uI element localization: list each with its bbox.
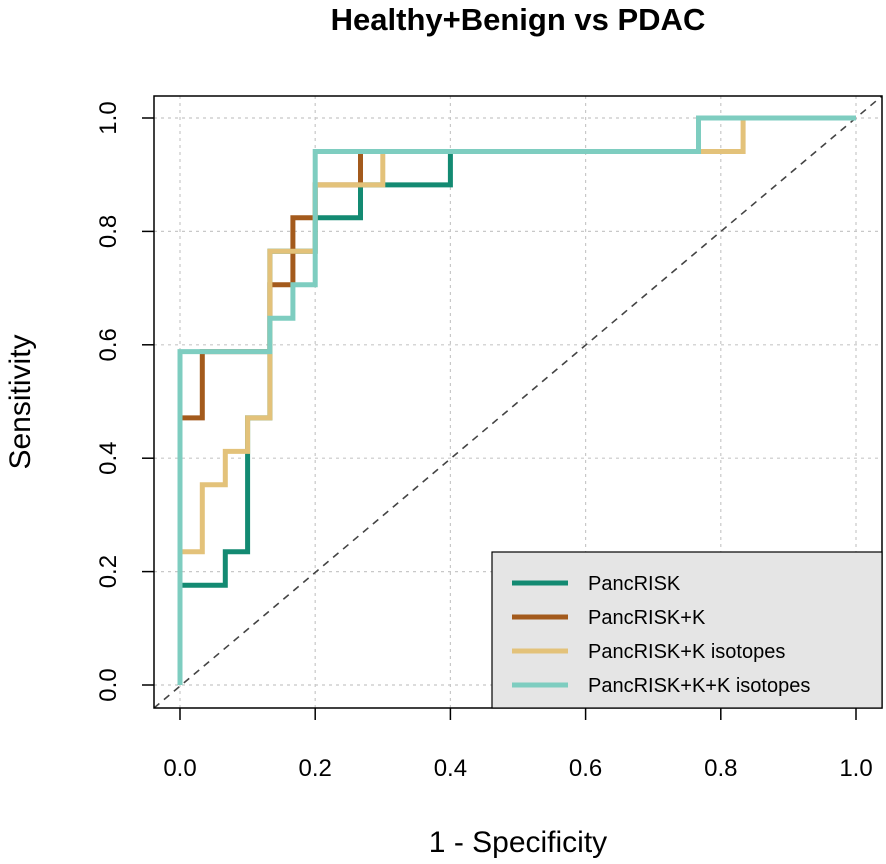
y-tick-label: 0.8 bbox=[95, 215, 122, 248]
legend-label: PancRISK bbox=[588, 573, 681, 595]
series-line-3 bbox=[177, 115, 856, 685]
legend-label: PancRISK+K bbox=[588, 607, 706, 629]
x-axis-label: 1 - Specificity bbox=[429, 826, 607, 859]
x-tick-label: 0.8 bbox=[704, 755, 737, 782]
y-tick-label: 0.6 bbox=[95, 328, 122, 361]
x-tick-label: 1.0 bbox=[839, 755, 872, 782]
legend: PancRISK PancRISK+K PancRISK+K isotopes Pan… bbox=[491, 551, 883, 709]
series-lines bbox=[177, 115, 856, 685]
x-tick-label: 0.4 bbox=[434, 755, 467, 782]
axes: 0.0 0.2 0.4 0.6 0.8 1.0 0.0 0.2 0.4 0.6 0.8 1.0 bbox=[95, 101, 873, 782]
y-tick-label: 0.4 bbox=[95, 442, 122, 475]
x-tick-label: 0.6 bbox=[569, 755, 602, 782]
legend-label: PancRISK+K+K isotopes bbox=[588, 675, 810, 697]
legend-label: PancRISK+K isotopes bbox=[588, 641, 785, 663]
chance-line bbox=[153, 95, 883, 709]
legend-box bbox=[491, 551, 883, 709]
y-tick-label: 1.0 bbox=[95, 101, 122, 134]
y-tick-label: 0.2 bbox=[95, 555, 122, 588]
x-tick-label: 0.2 bbox=[299, 755, 332, 782]
x-tick-label: 0.0 bbox=[163, 755, 196, 782]
y-axis-label: Sensitivity bbox=[4, 334, 37, 469]
reference-diagonal bbox=[153, 95, 883, 709]
chart-title: Healthy+Benign vs PDAC bbox=[331, 2, 706, 37]
y-tick-label: 0.0 bbox=[95, 668, 122, 701]
